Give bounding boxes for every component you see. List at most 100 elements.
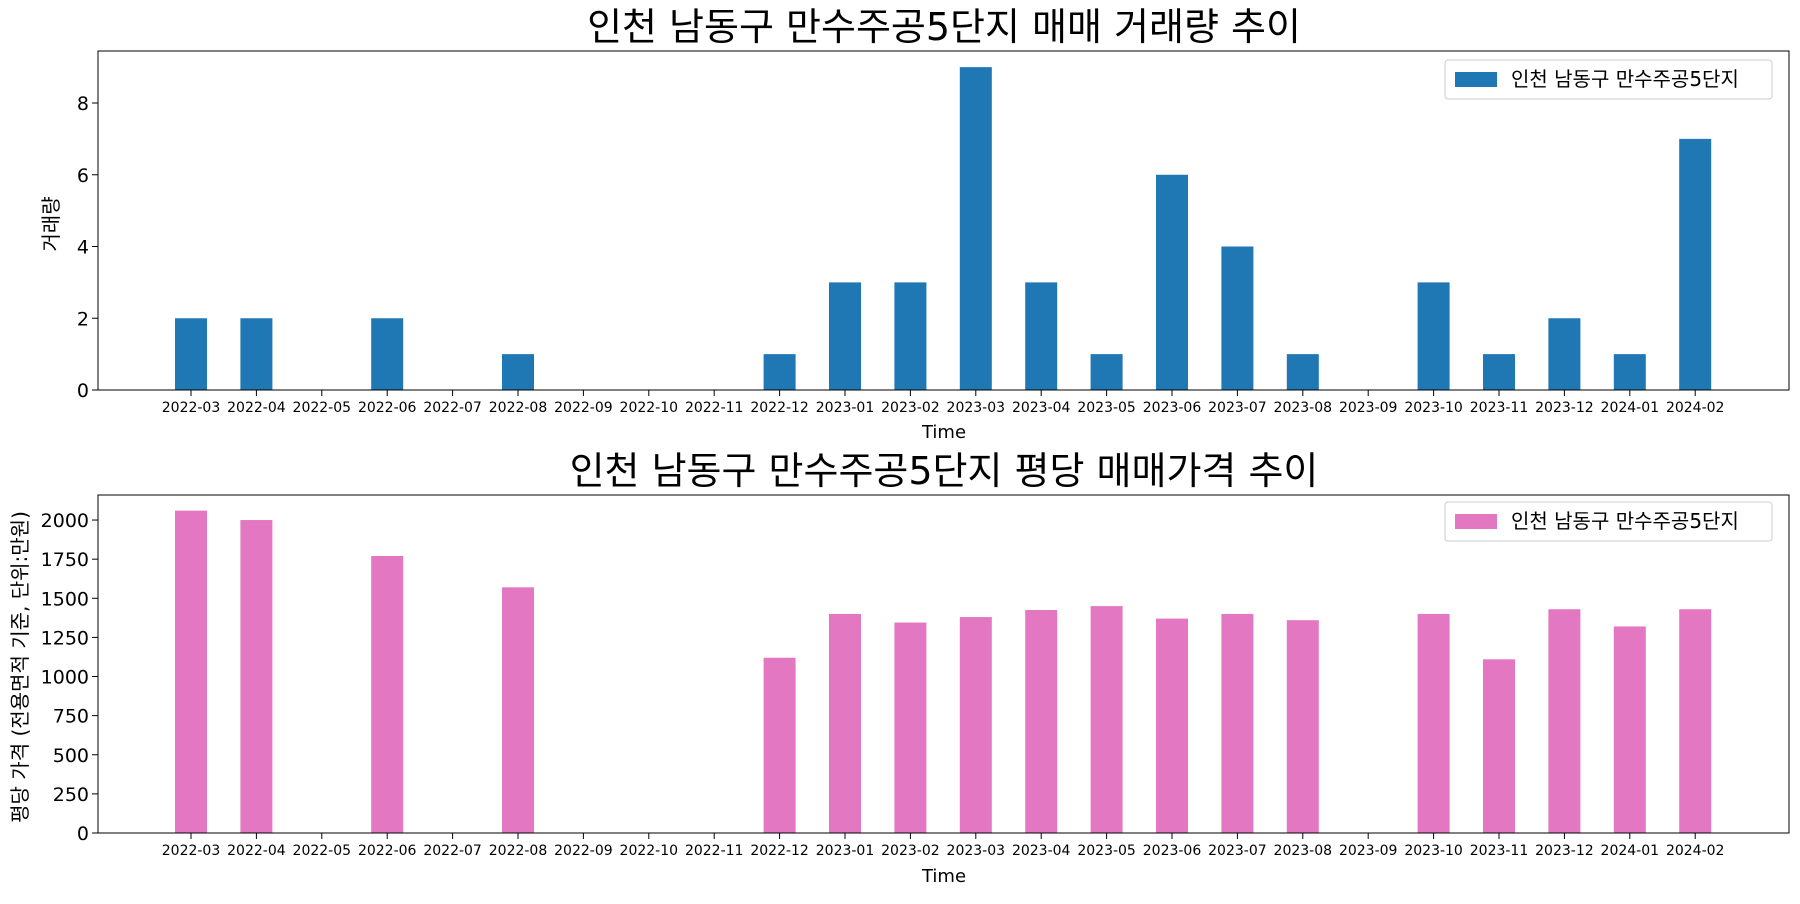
x-tick-label: 2022-09 — [554, 400, 613, 416]
bar-2022-03 — [175, 318, 207, 390]
bar-2022-12 — [763, 354, 796, 390]
bar-2023-04 — [1025, 610, 1058, 833]
x-tick-label: 2022-10 — [620, 843, 679, 859]
x-tick-label: 2023-02 — [881, 843, 940, 859]
x-tick-label: 2024-02 — [1666, 843, 1725, 859]
legend-box — [1444, 501, 1773, 542]
bar-2023-11 — [1483, 354, 1515, 390]
x-tick-label: 2023-05 — [1077, 843, 1136, 859]
bar-2022-12 — [763, 657, 796, 833]
chart-title: 인천 남동구 만수주공5단지 매매 거래량 추이 — [587, 5, 1301, 49]
bar-2023-02 — [894, 622, 927, 833]
x-tick-label: 2022-11 — [685, 400, 744, 416]
bar-2022-04 — [240, 318, 273, 390]
x-tick-label: 2022-07 — [423, 843, 482, 859]
x-axis-label: Time — [921, 422, 966, 443]
x-tick-label: 2022-08 — [489, 400, 548, 416]
x-tick-label: 2022-05 — [293, 400, 352, 416]
bar-2023-06 — [1156, 618, 1188, 833]
x-tick-label: 2022-04 — [227, 400, 286, 416]
price-chart: 인천 남동구 만수주공5단지 평당 매매가격 추이 평당 가격 (전용면적 기준… — [8, 449, 1790, 887]
x-tick-label: 2022-07 — [423, 400, 482, 416]
volume-chart: 인천 남동구 만수주공5단지 매매 거래량 추이 거래량 Time 02468 … — [39, 5, 1790, 443]
bar-2022-04 — [240, 520, 273, 833]
x-tick-label: 2023-01 — [816, 843, 875, 859]
bar-2023-05 — [1090, 606, 1123, 833]
bar-2022-08 — [502, 587, 534, 833]
bars — [175, 67, 1712, 391]
y-tick-label: 1500 — [41, 588, 89, 610]
bar-2024-02 — [1679, 138, 1712, 390]
x-tick-label: 2023-05 — [1077, 400, 1136, 416]
x-tick-label: 2022-09 — [554, 843, 613, 859]
x-tick-label: 2023-02 — [881, 400, 940, 416]
y-axis-label: 거래량 — [39, 196, 63, 251]
x-tick-label: 2023-12 — [1535, 400, 1594, 416]
bar-2023-08 — [1286, 620, 1319, 833]
y-tick-label: 4 — [77, 237, 89, 259]
bar-2023-10 — [1417, 282, 1450, 390]
bar-2023-10 — [1417, 613, 1450, 833]
x-tick-label: 2023-07 — [1208, 843, 1267, 859]
x-tick-label: 2023-04 — [1012, 843, 1071, 859]
plot-frame — [97, 50, 1790, 391]
bar-2023-06 — [1156, 174, 1188, 390]
x-tick-label: 2023-08 — [1274, 400, 1333, 416]
x-tick-label: 2022-03 — [162, 400, 221, 416]
x-tick-label: 2022-11 — [685, 843, 744, 859]
y-tick-label: 2 — [77, 308, 89, 330]
bars — [175, 510, 1712, 833]
y-tick-label: 250 — [53, 784, 89, 806]
x-tick-label: 2023-03 — [947, 843, 1006, 859]
bar-2024-02 — [1679, 609, 1712, 833]
bar-2023-07 — [1221, 613, 1254, 833]
x-tick-label: 2023-08 — [1274, 843, 1333, 859]
bar-2022-08 — [502, 354, 534, 390]
bar-2023-01 — [829, 613, 861, 833]
x-tick-label: 2023-04 — [1012, 400, 1071, 416]
legend: 인천 남동구 만수주공5단지 — [1444, 59, 1773, 100]
bar-2024-01 — [1613, 354, 1646, 390]
x-tick-label: 2023-09 — [1339, 843, 1398, 859]
bar-2022-06 — [371, 318, 404, 390]
y-tick-label: 0 — [77, 823, 89, 845]
bar-2023-12 — [1548, 609, 1581, 833]
y-ticks: 0 2 4 6 8 — [77, 93, 98, 402]
x-tick-label: 2024-01 — [1601, 400, 1660, 416]
bar-2023-03 — [959, 67, 992, 391]
x-tick-label: 2022-06 — [358, 843, 417, 859]
x-tick-label: 2022-10 — [620, 400, 679, 416]
bar-2022-06 — [371, 556, 404, 833]
x-tick-label: 2022-12 — [750, 843, 809, 859]
bar-2023-01 — [829, 282, 861, 390]
legend-swatch — [1455, 72, 1497, 87]
x-tick-label: 2022-04 — [227, 843, 286, 859]
x-tick-label: 2022-08 — [489, 843, 548, 859]
bar-2023-04 — [1025, 282, 1058, 390]
y-tick-label: 500 — [53, 745, 89, 767]
legend-box — [1444, 59, 1773, 100]
x-tick-label: 2023-06 — [1143, 843, 1202, 859]
x-tick-label: 2024-02 — [1666, 400, 1725, 416]
bar-2023-05 — [1090, 354, 1123, 390]
bar-2023-08 — [1286, 354, 1319, 390]
x-tick-label: 2023-10 — [1404, 400, 1463, 416]
y-tick-label: 1000 — [41, 667, 89, 689]
x-tick-label: 2022-06 — [358, 400, 417, 416]
x-tick-label: 2023-11 — [1470, 400, 1529, 416]
legend-label: 인천 남동구 만수주공5단지 — [1511, 67, 1739, 91]
bar-2024-01 — [1613, 626, 1646, 833]
chart-title: 인천 남동구 만수주공5단지 평당 매매가격 추이 — [570, 449, 1319, 493]
x-tick-label: 2023-10 — [1404, 843, 1463, 859]
x-tick-label: 2023-06 — [1143, 400, 1202, 416]
plot-frame — [97, 494, 1790, 834]
bar-2023-11 — [1483, 659, 1515, 833]
legend: 인천 남동구 만수주공5단지 — [1444, 501, 1773, 542]
legend-swatch — [1455, 514, 1497, 529]
y-tick-label: 8 — [77, 93, 89, 115]
y-tick-label: 750 — [53, 706, 89, 728]
x-tick-label: 2022-05 — [293, 843, 352, 859]
y-ticks: 0 250 500 750 1000 1250 1500 1750 2000 — [41, 510, 98, 845]
